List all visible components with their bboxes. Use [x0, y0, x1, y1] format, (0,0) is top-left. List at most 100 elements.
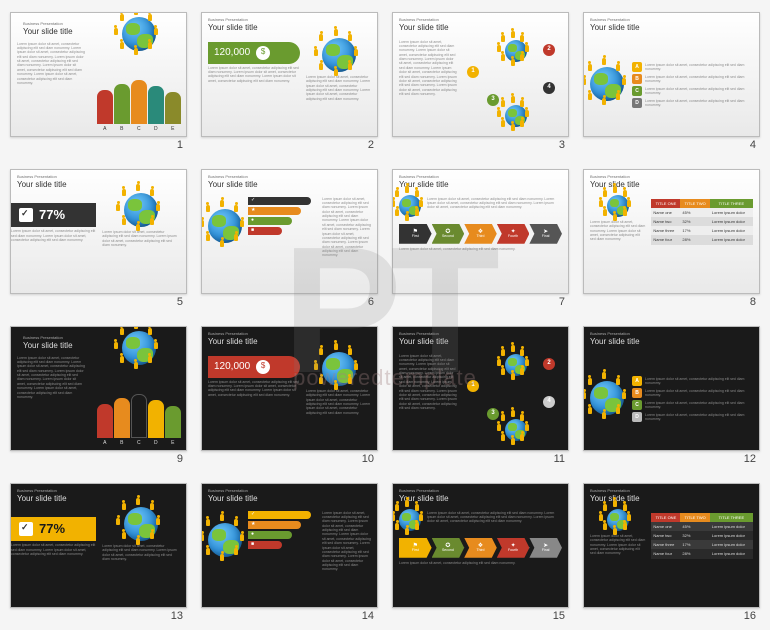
- body-text: Lorem ipsum dolor sit amet, consectetur …: [102, 230, 180, 248]
- slide-number: 5: [10, 294, 187, 308]
- hbar: ★: [248, 521, 301, 529]
- hbar: ■: [248, 227, 282, 235]
- hbar-icon: ✓: [251, 511, 255, 518]
- pretitle: Business Presentation: [399, 174, 562, 179]
- bar-A: [97, 90, 113, 124]
- slide-cell: Business PresentationYour slide title77%…: [10, 169, 187, 308]
- globe-icon: [505, 105, 527, 128]
- hbar-icon: ✓: [251, 197, 255, 204]
- slide-thumbnail-8[interactable]: Business PresentationYour slide titleLor…: [583, 169, 760, 294]
- bracket-badge: C: [632, 86, 642, 96]
- bar-A: [97, 404, 113, 438]
- slide-cell: Business PresentationYour slide title77%…: [10, 483, 187, 622]
- slide-number: 12: [583, 451, 760, 465]
- pretitle: Business Presentation: [23, 21, 80, 26]
- pretitle: Business Presentation: [399, 17, 562, 22]
- bracket-badge: A: [632, 62, 642, 72]
- globe-icon: [124, 507, 158, 542]
- pretitle: Business Presentation: [399, 331, 562, 336]
- body-text: Lorem ipsum dolor sit amet, consectetur …: [208, 380, 300, 398]
- slide-cell: Business PresentationYour slide titleLor…: [583, 169, 760, 308]
- body-text: Lorem ipsum dolor sit amet, consectetur …: [306, 389, 371, 415]
- bracket-text: Lorem ipsum dolor sit amet, consectetur …: [645, 413, 753, 422]
- globe-icon: [505, 354, 527, 377]
- body-text: Lorem ipsum dolor sit amet, consectetur …: [17, 42, 86, 86]
- hbar: ●: [248, 217, 292, 225]
- bracket-badge: A: [632, 376, 642, 386]
- pretitle: Business Presentation: [208, 174, 371, 179]
- globe-icon: [607, 509, 629, 532]
- slide-number: 11: [392, 451, 569, 465]
- slide-thumbnail-15[interactable]: Business PresentationYour slide titleLor…: [392, 483, 569, 608]
- dollar-icon: $: [256, 46, 270, 60]
- bracket-text: Lorem ipsum dolor sit amet, consectetur …: [645, 75, 753, 84]
- slide-thumbnail-3[interactable]: Business PresentationYour slide title Lor…: [392, 12, 569, 137]
- body-text: Lorem ipsum dolor sit amet, consectetur …: [399, 40, 457, 97]
- slide-thumbnail-12[interactable]: Business PresentationYour slide titleALo…: [583, 326, 760, 451]
- body-text: Lorem ipsum dolor sit amet, consectetur …: [208, 66, 300, 84]
- slide-thumbnail-16[interactable]: Business PresentationYour slide titleLor…: [583, 483, 760, 608]
- slide-header: Business PresentationYour slide title: [17, 331, 86, 354]
- bar-C: [131, 394, 147, 438]
- bracket-text: Lorem ipsum dolor sit amet, consectetur …: [645, 87, 753, 96]
- pretitle: Business Presentation: [590, 488, 753, 493]
- slide-number: 9: [10, 451, 187, 465]
- slide-thumbnail-7[interactable]: Business PresentationYour slide titleLor…: [392, 169, 569, 294]
- pretitle: Business Presentation: [208, 488, 371, 493]
- globe-icon: [399, 509, 421, 532]
- bracket-text: Lorem ipsum dolor sit amet, consectetur …: [645, 99, 753, 108]
- slide-thumbnail-10[interactable]: Business PresentationYour slide title120…: [201, 326, 378, 451]
- body-text: Lorem ipsum dolor sit amet, consectetur …: [17, 356, 86, 400]
- bar-label: D: [154, 126, 158, 133]
- band-value: 120,000: [214, 46, 250, 59]
- slide-number: 7: [392, 294, 569, 308]
- slide-thumbnail-9[interactable]: Business PresentationYour slide titleLor…: [10, 326, 187, 451]
- globe-icon: [590, 381, 624, 416]
- bar-label: E: [171, 440, 174, 447]
- slide-grid: Business PresentationYour slide titleLor…: [0, 0, 770, 630]
- step-row: ⚑First✪Second❖Third✦Fourth➤Final: [399, 224, 562, 244]
- slide-thumbnail-4[interactable]: Business PresentationYour slide titleALo…: [583, 12, 760, 137]
- slide-cell: Business PresentationYour slide titleALo…: [583, 12, 760, 151]
- step-3: ❖Third: [464, 538, 497, 558]
- bar-B: [114, 398, 130, 438]
- bar-label: C: [137, 126, 141, 133]
- slide-title: Your slide title: [399, 23, 562, 33]
- slide-thumbnail-5[interactable]: Business PresentationYour slide title77%…: [10, 169, 187, 294]
- slide-cell: Business PresentationYour slide titleLor…: [10, 326, 187, 465]
- bar-E: [165, 92, 181, 124]
- slide-header: Business PresentationYour slide title: [202, 170, 377, 193]
- bracket-item-B: BLorem ipsum dolor sit amet, consectetur…: [632, 388, 753, 398]
- bracket-text: Lorem ipsum dolor sit amet, consectetur …: [645, 377, 753, 386]
- slide-thumbnail-13[interactable]: Business PresentationYour slide title77%…: [10, 483, 187, 608]
- bracket-item-D: DLorem ipsum dolor sit amet, consectetur…: [632, 98, 753, 108]
- band-value: 120,000: [214, 360, 250, 373]
- slide-number: 10: [201, 451, 378, 465]
- globe-icon: [505, 419, 527, 442]
- slide-number: 3: [392, 137, 569, 151]
- value-band: 120,000 $: [208, 42, 300, 64]
- number-circle-1: 1: [467, 66, 479, 78]
- slide-title: Your slide title: [208, 180, 371, 190]
- number-circle-3: 3: [487, 408, 499, 420]
- bracket-item-C: CLorem ipsum dolor sit amet, consectetur…: [632, 400, 753, 410]
- number-circle-2: 2: [543, 44, 555, 56]
- check-icon: [19, 522, 33, 536]
- body-text: Lorem ipsum dolor sit amet, consectetur …: [590, 220, 645, 242]
- globe-icon: [124, 193, 158, 228]
- bar-D: [148, 86, 164, 124]
- slide-thumbnail-11[interactable]: Business PresentationYour slide titleLor…: [392, 326, 569, 451]
- bar-label: E: [171, 126, 174, 133]
- slide-thumbnail-1[interactable]: Business PresentationYour slide titleLor…: [10, 12, 187, 137]
- body-text: Lorem ipsum dolor sit amet, consectetur …: [11, 543, 96, 556]
- pretitle: Business Presentation: [399, 488, 562, 493]
- slide-thumbnail-14[interactable]: Business PresentationYour slide title✓★●…: [201, 483, 378, 608]
- body-text: Lorem ipsum dolor sit amet, consectetur …: [399, 247, 562, 251]
- bracket-badge: B: [632, 388, 642, 398]
- slide-thumbnail-6[interactable]: Business PresentationYour slide title✓★●…: [201, 169, 378, 294]
- number-circle-3: 3: [487, 94, 499, 106]
- body-text: Lorem ipsum dolor sit amet, consectetur …: [11, 229, 96, 242]
- slide-thumbnail-2[interactable]: Business PresentationYour slide title120…: [201, 12, 378, 137]
- slide-cell: Business PresentationYour slide title Lor…: [392, 12, 569, 151]
- globe-icon: [322, 38, 356, 73]
